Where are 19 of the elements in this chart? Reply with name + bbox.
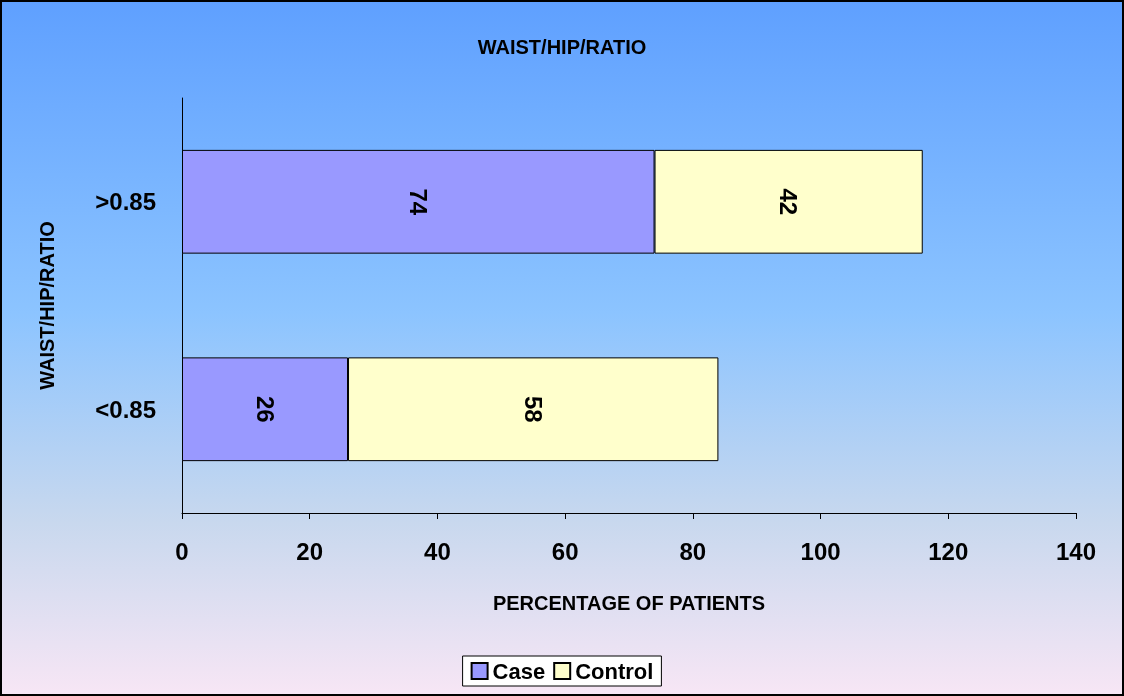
x-tick-label: 40 bbox=[424, 537, 451, 565]
x-axis-title: PERCENTAGE OF PATIENTS bbox=[492, 592, 766, 614]
x-tick-label: 60 bbox=[551, 537, 579, 565]
y-axis-title: WAIST/HIP/RATIO bbox=[36, 221, 58, 390]
data-label: 58 bbox=[519, 395, 547, 423]
x-tick-label: 20 bbox=[296, 537, 324, 565]
data-label: 74 bbox=[404, 188, 432, 216]
legend-label: Control bbox=[575, 658, 654, 684]
chart-title: WAIST/HIP/RATIO bbox=[477, 36, 647, 58]
y-tick-label: <0.85 bbox=[95, 395, 156, 423]
data-label: 42 bbox=[775, 188, 803, 216]
legend-label: Case bbox=[492, 658, 546, 684]
x-tick-label: 100 bbox=[800, 537, 841, 565]
data-label: 26 bbox=[251, 395, 279, 423]
x-tick-label: 80 bbox=[679, 537, 707, 565]
x-tick-label: 0 bbox=[175, 537, 189, 565]
x-tick-label: 140 bbox=[1055, 537, 1097, 565]
x-tick-label: 120 bbox=[928, 537, 969, 565]
y-tick-label: >0.85 bbox=[95, 188, 156, 216]
